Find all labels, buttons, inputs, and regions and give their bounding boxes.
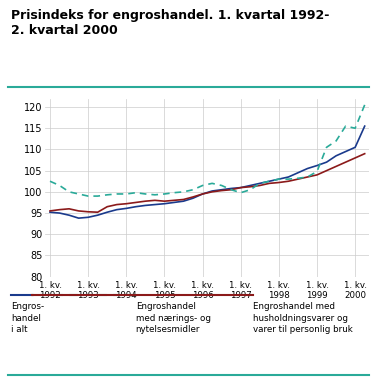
- Text: Engros-
handel
i alt: Engros- handel i alt: [11, 302, 44, 334]
- Text: Engroshandel med
husholdningsvarer og
varer til personlig bruk: Engroshandel med husholdningsvarer og va…: [253, 302, 352, 334]
- Text: Prisindeks for engroshandel. 1. kvartal 1992-
2. kvartal 2000: Prisindeks for engroshandel. 1. kvartal …: [11, 9, 329, 38]
- Text: Engroshandel
med nærings- og
nytelsesmidler: Engroshandel med nærings- og nytelsesmid…: [136, 302, 211, 334]
